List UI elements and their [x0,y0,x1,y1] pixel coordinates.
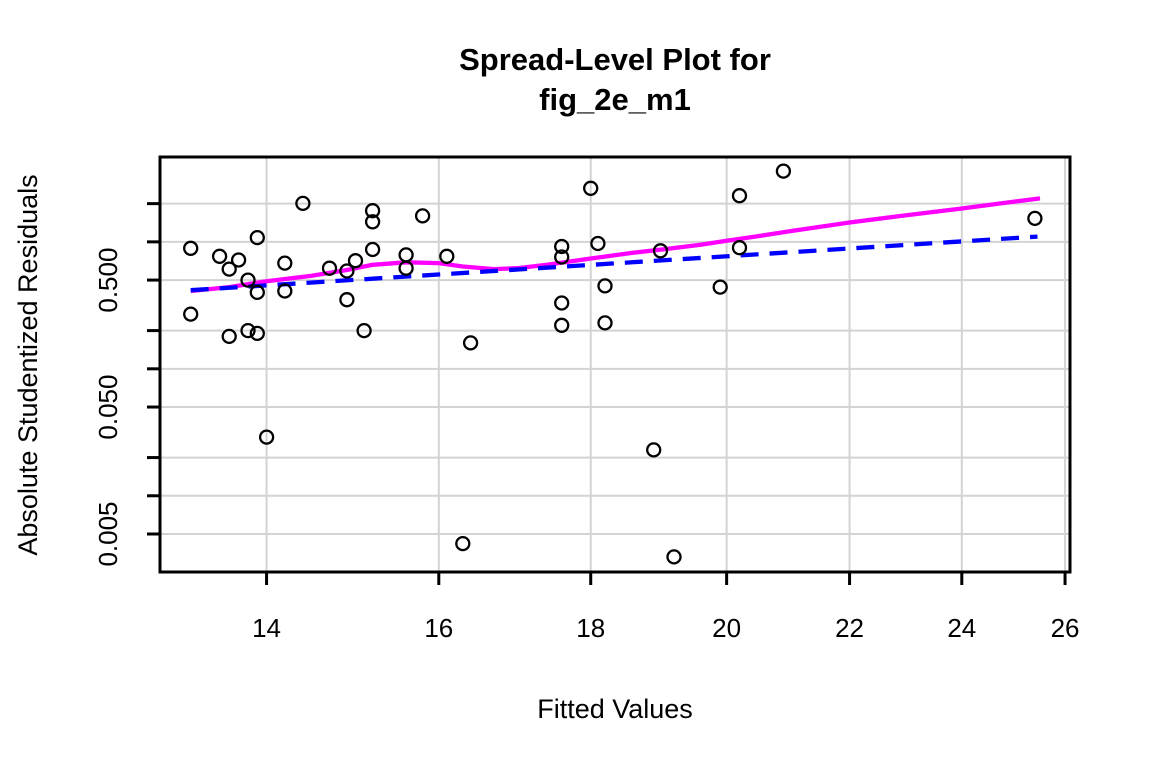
power-fit-line [190,234,1038,293]
data-point [439,248,455,264]
x-tick-label: 14 [252,613,281,643]
data-point [221,328,237,345]
data-point [398,247,414,263]
y-tick-label: 0.050 [93,375,123,440]
data-point [712,279,728,295]
data-point [652,243,669,259]
data-point [646,442,662,458]
data-point [321,260,338,276]
x-axis-label: Fitted Values [537,694,693,724]
y-tick-label: 0.005 [93,501,123,566]
x-tick-label: 18 [576,613,605,643]
data-point [364,214,381,230]
data-point [183,240,199,256]
data-point [277,283,293,299]
data-point [775,163,792,179]
data-point [455,535,471,552]
data-point [462,335,479,351]
data-point [258,429,275,445]
data-point [347,253,364,269]
data-point [230,252,247,268]
data-point [339,263,355,279]
plot-box [158,155,1072,574]
data-point [339,292,355,308]
data-point [597,315,613,331]
x-tick-label: 22 [835,613,864,643]
chart-title: Spread-Level Plot for fig_2e_m1 [160,40,1070,120]
x-tick-label: 24 [947,613,976,643]
y-tick-label: 0.500 [93,248,123,313]
data-point [398,260,414,276]
data-point [364,241,381,258]
data-point [554,238,570,255]
lowess-smooth-line [190,196,1041,294]
data-point [277,255,293,271]
data-point [597,278,613,294]
data-point [364,203,381,219]
data-point [554,317,570,333]
data-point [583,180,599,196]
x-tick-label: 20 [712,613,741,643]
data-point [356,322,372,339]
data-point [1027,210,1043,227]
data-point [240,272,256,288]
data-point [211,248,228,264]
data-point [666,549,682,565]
data-point [295,195,311,212]
chart-title-line2: fig_2e_m1 [539,82,691,117]
data-point [249,325,265,342]
data-point [590,235,606,252]
data-point [554,295,570,311]
data-point [249,229,265,246]
data-point [731,240,748,256]
data-point [183,306,199,322]
x-tick-label: 26 [1051,613,1080,643]
data-point [221,261,237,277]
data-point [414,208,431,224]
data-point [240,322,256,339]
data-point [249,284,265,301]
data-point [554,249,570,265]
chart-title-line1: Spread-Level Plot for [459,42,771,77]
data-point [731,188,748,204]
x-tick-label: 16 [424,613,453,643]
